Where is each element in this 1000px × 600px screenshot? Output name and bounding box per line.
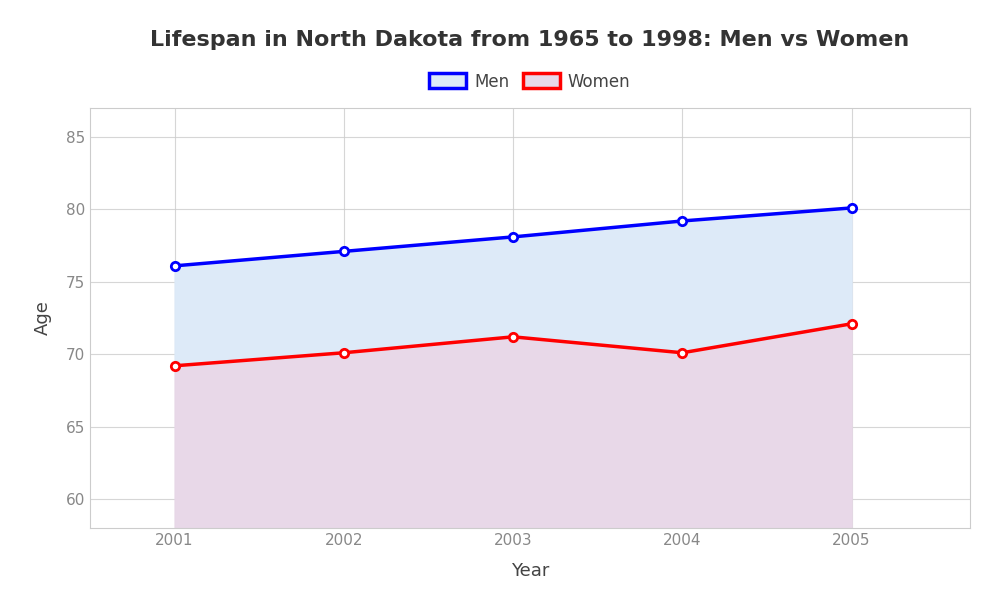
Title: Lifespan in North Dakota from 1965 to 1998: Men vs Women: Lifespan in North Dakota from 1965 to 19… xyxy=(150,29,910,49)
Y-axis label: Age: Age xyxy=(34,301,52,335)
Legend: Men, Women: Men, Women xyxy=(423,66,637,97)
X-axis label: Year: Year xyxy=(511,562,549,580)
